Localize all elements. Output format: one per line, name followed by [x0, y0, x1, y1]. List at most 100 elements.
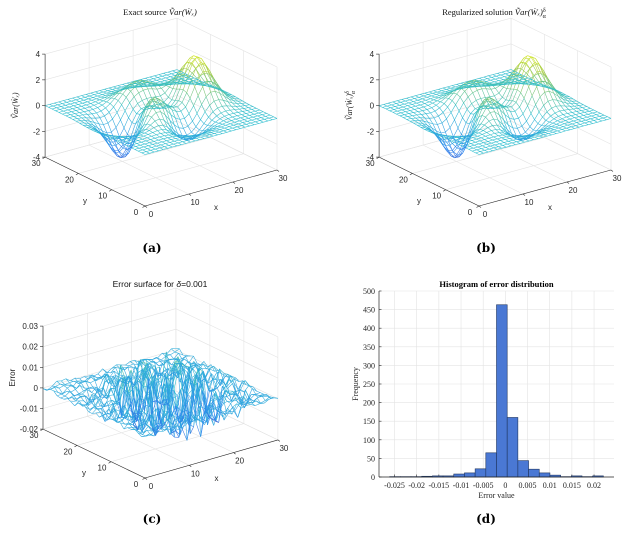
mesh-segment	[543, 100, 549, 106]
mesh-segment	[481, 136, 486, 139]
mesh-segment	[408, 113, 413, 116]
mesh-segment	[113, 150, 118, 157]
mesh-segment	[67, 387, 72, 393]
mesh-segment	[179, 119, 184, 129]
mesh-segment	[196, 75, 201, 79]
mesh-segment	[177, 390, 182, 408]
mesh-segment	[198, 130, 203, 136]
mesh-segment	[134, 82, 140, 84]
mesh-segment	[494, 111, 499, 121]
x-axis-line	[144, 169, 278, 207]
mesh-segment	[220, 90, 225, 97]
mesh-segment	[110, 139, 116, 146]
mesh-segment	[169, 140, 175, 143]
mesh-segment	[175, 73, 180, 79]
mesh-segment	[232, 126, 238, 129]
mesh-segment	[120, 377, 125, 384]
mesh-segment	[486, 106, 492, 108]
mesh-segment	[146, 98, 151, 106]
mesh-segment	[93, 94, 98, 97]
mesh-segment	[478, 106, 483, 110]
mesh-segment	[594, 117, 599, 120]
mesh-segment	[509, 138, 514, 141]
mesh-segment	[88, 109, 94, 111]
mesh-segment	[579, 125, 584, 128]
mesh-segment	[105, 138, 110, 146]
mesh-segment	[505, 82, 511, 84]
mesh-segment	[75, 99, 80, 102]
mesh-segment	[164, 425, 170, 431]
mesh-segment	[178, 100, 183, 103]
mesh-segment	[150, 148, 156, 151]
mesh-segment	[147, 100, 152, 107]
mesh-segment	[103, 97, 108, 102]
mesh-segment	[97, 373, 102, 378]
mesh-segment	[161, 372, 166, 383]
mesh-segment	[382, 107, 387, 110]
mesh-segment	[131, 374, 137, 380]
mesh-segment	[424, 91, 430, 94]
mesh-segment	[121, 149, 127, 157]
mesh-segment	[199, 75, 206, 82]
mesh-segment	[467, 85, 472, 88]
mesh-segment	[456, 84, 460, 86]
mesh-segment	[533, 75, 540, 82]
mesh-segment	[181, 375, 186, 408]
mesh-segment	[425, 112, 431, 114]
mesh-segment	[98, 100, 104, 104]
mesh-segment	[214, 99, 219, 102]
mesh-segment	[76, 96, 81, 99]
mesh-segment	[441, 135, 446, 137]
mesh-segment	[113, 106, 118, 113]
mesh-segment	[85, 406, 90, 410]
mesh-segment	[399, 115, 404, 118]
mesh-segment	[201, 129, 207, 134]
mesh-segment	[420, 117, 424, 122]
mesh-segment	[69, 117, 73, 120]
mesh-segment	[480, 97, 486, 99]
mesh-segment	[505, 109, 511, 112]
mesh-segment	[603, 114, 608, 117]
mesh-segment	[186, 134, 191, 139]
mesh-segment	[133, 84, 139, 87]
mesh-segment	[244, 105, 249, 108]
mesh-segment	[162, 75, 166, 79]
mesh-segment	[112, 112, 118, 120]
mesh-segment	[171, 82, 177, 84]
mesh-segment	[258, 112, 263, 115]
mesh-segment	[441, 122, 446, 133]
mesh-segment	[445, 90, 450, 93]
mesh-segment	[174, 73, 180, 76]
mesh-segment	[430, 110, 436, 114]
mesh-segment	[104, 87, 109, 90]
mesh-segment	[530, 113, 535, 120]
mesh-segment	[460, 148, 464, 150]
mesh-segment	[71, 110, 77, 112]
mesh-segment	[132, 412, 137, 422]
mesh-segment	[84, 406, 89, 413]
mesh-segment	[184, 118, 189, 127]
mesh-segment	[158, 107, 163, 109]
mesh-segment	[242, 122, 247, 125]
mesh-segment	[150, 83, 155, 86]
mesh-segment	[151, 100, 156, 102]
mesh-segment	[511, 106, 516, 112]
mesh-segment	[200, 83, 204, 86]
mesh-segment	[476, 129, 480, 131]
mesh-segment	[478, 132, 483, 135]
mesh-segment	[184, 82, 188, 84]
mesh-segment	[590, 118, 595, 121]
mesh-segment	[73, 116, 78, 119]
mesh-segment	[508, 124, 513, 129]
mesh-segment	[63, 100, 67, 103]
mesh-segment	[494, 80, 499, 83]
mesh-segment	[221, 410, 227, 414]
mesh-segment	[141, 84, 147, 87]
mesh-segment	[217, 107, 222, 114]
mesh-segment	[602, 117, 607, 121]
mesh-segment	[141, 108, 145, 110]
mesh-segment	[488, 83, 494, 86]
mesh-segment	[119, 147, 124, 152]
mesh-segment	[183, 125, 189, 129]
